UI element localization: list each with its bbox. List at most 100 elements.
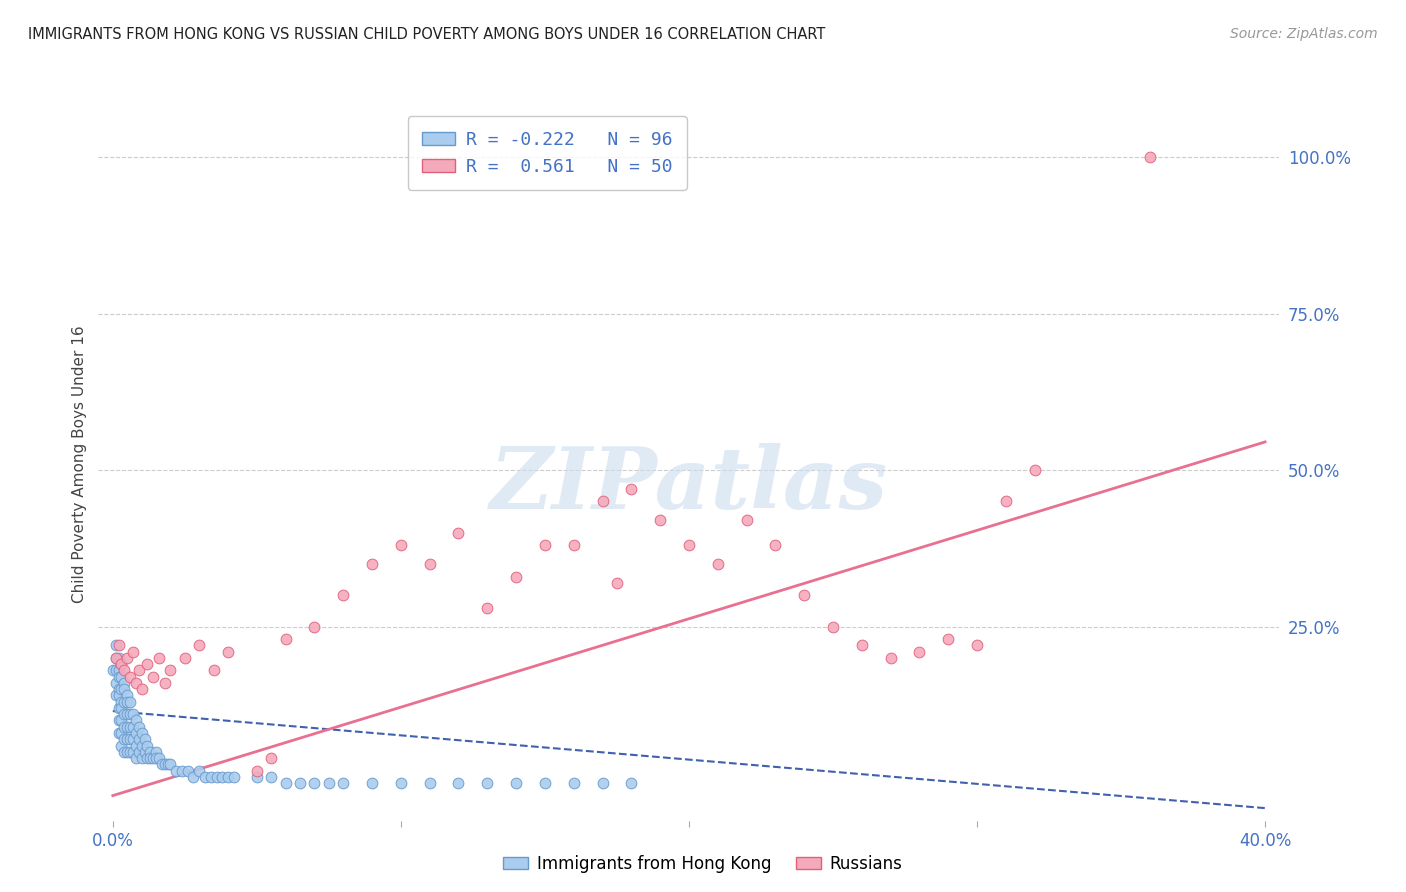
Point [120,745,142,759]
Point [183,770,205,784]
Point [104,651,127,665]
Point [505,776,527,790]
Point [592,776,614,790]
Point [177,764,200,778]
Y-axis label: Child Poverty Among Boys Under 16: Child Poverty Among Boys Under 16 [72,325,87,603]
Point [562,776,585,790]
Point [592,494,614,508]
Point [110,701,132,715]
Point [260,770,283,784]
Point [447,525,470,540]
Point [188,639,211,653]
Point [136,657,159,672]
Point [134,732,156,747]
Point [156,757,179,772]
Point [122,745,145,759]
Point [128,664,150,678]
Point [477,600,499,615]
Legend: R = -0.222   N = 96, R =  0.561   N = 50: R = -0.222 N = 96, R = 0.561 N = 50 [408,116,686,190]
Point [706,557,728,571]
Text: IMMIGRANTS FROM HONG KONG VS RUSSIAN CHILD POVERTY AMONG BOYS UNDER 16 CORRELATI: IMMIGRANTS FROM HONG KONG VS RUSSIAN CHI… [28,27,825,42]
Text: ZIPatlas: ZIPatlas [489,443,889,527]
Point [139,745,162,759]
Point [125,714,148,728]
Point [112,682,135,697]
Point [202,664,225,678]
Point [1139,150,1161,164]
Point [115,695,138,709]
Point [447,776,470,790]
Point [678,538,700,552]
Point [115,745,138,759]
Point [606,575,628,590]
Point [361,557,384,571]
Point [477,776,499,790]
Point [110,726,132,740]
Point [115,689,138,703]
Point [125,739,148,753]
Point [115,720,138,734]
Point [128,720,150,734]
Point [534,776,557,790]
Point [112,732,135,747]
Point [304,776,326,790]
Point [128,745,150,759]
Point [131,726,153,740]
Point [115,732,138,747]
Point [104,639,127,653]
Point [142,751,165,765]
Point [194,770,217,784]
Point [136,739,159,753]
Point [304,619,326,633]
Point [145,745,167,759]
Point [389,776,412,790]
Point [107,714,129,728]
Point [125,676,148,690]
Point [763,538,786,552]
Point [131,682,153,697]
Point [318,776,340,790]
Point [110,657,132,672]
Point [120,720,142,734]
Point [112,707,135,722]
Point [908,645,931,659]
Point [159,664,181,678]
Point [936,632,959,646]
Point [821,619,844,633]
Point [274,776,297,790]
Point [107,670,129,684]
Point [505,569,527,583]
Point [620,776,643,790]
Point [101,664,124,678]
Point [122,707,145,722]
Text: Source: ZipAtlas.com: Source: ZipAtlas.com [1230,27,1378,41]
Point [110,670,132,684]
Point [650,513,672,527]
Point [851,639,873,653]
Point [107,664,129,678]
Legend: Immigrants from Hong Kong, Russians: Immigrants from Hong Kong, Russians [496,848,910,880]
Point [217,645,239,659]
Point [115,651,138,665]
Point [104,689,127,703]
Point [620,482,643,496]
Point [110,657,132,672]
Point [131,751,153,765]
Point [107,701,129,715]
Point [107,689,129,703]
Point [148,651,170,665]
Point [112,664,135,678]
Point [966,639,988,653]
Point [128,732,150,747]
Point [104,664,127,678]
Point [120,670,142,684]
Point [217,770,239,784]
Point [112,695,135,709]
Point [735,513,758,527]
Point [173,651,195,665]
Point [110,714,132,728]
Point [107,682,129,697]
Point [112,720,135,734]
Point [150,757,173,772]
Point [110,682,132,697]
